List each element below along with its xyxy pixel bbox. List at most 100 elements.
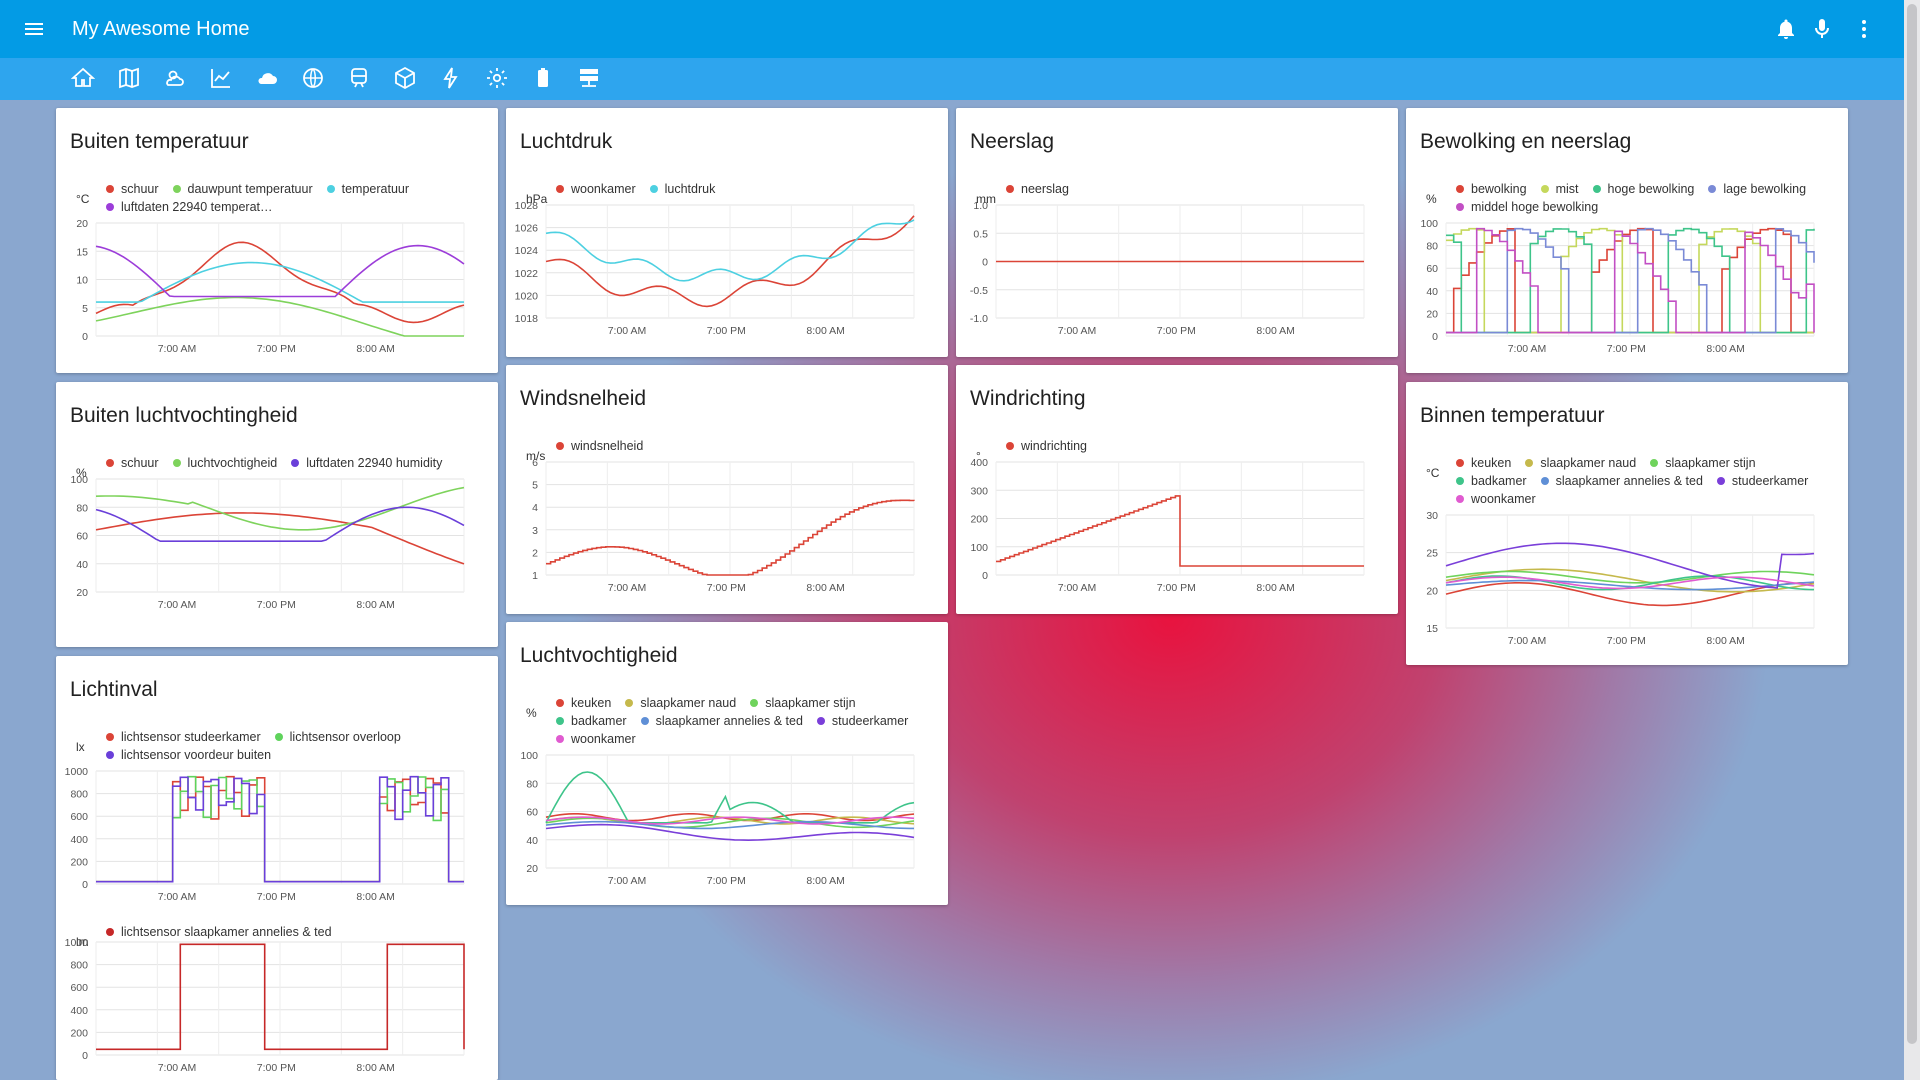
legend-label: slaapkamer stijn xyxy=(1665,456,1756,470)
series-line[interactable] xyxy=(1445,579,1815,591)
y-tick-label: 0 xyxy=(82,879,88,891)
map-icon[interactable] xyxy=(117,66,141,90)
legend-item[interactable]: lage bewolking xyxy=(1708,180,1806,198)
legend-item[interactable]: mist xyxy=(1540,180,1579,198)
cloud-icon[interactable] xyxy=(255,66,279,90)
x-tick-label: 8:00 AM xyxy=(356,599,395,611)
microphone-icon[interactable] xyxy=(1810,17,1834,41)
home-icon[interactable] xyxy=(71,66,95,90)
legend-dot xyxy=(556,717,564,725)
legend-item[interactable]: slaapkamer stijn xyxy=(1650,454,1756,472)
legend-dot xyxy=(625,699,634,707)
legend-item[interactable]: luchtdruk xyxy=(649,180,715,198)
y-tick-label: 0 xyxy=(82,331,88,343)
series-line[interactable] xyxy=(95,244,465,298)
series-line[interactable] xyxy=(1446,227,1815,334)
page-scrollbar[interactable] xyxy=(1904,0,1920,1080)
more-options-icon[interactable] xyxy=(1852,17,1876,41)
legend-item[interactable]: dauwpunt temperatuur xyxy=(172,180,313,198)
x-tick-label: 7:00 PM xyxy=(257,1062,296,1074)
legend-item[interactable]: studeerkamer xyxy=(816,712,908,730)
legend-item[interactable]: schuur xyxy=(106,454,159,472)
legend-item[interactable]: slaapkamer naud xyxy=(625,694,736,712)
legend-item[interactable]: bewolking xyxy=(1456,180,1527,198)
series-line[interactable] xyxy=(996,495,1364,567)
legend-item[interactable]: luftdaten 22940 temperat… xyxy=(106,198,273,216)
cube-icon[interactable] xyxy=(393,66,417,90)
legend-item[interactable]: woonkamer xyxy=(556,180,636,198)
legend-item[interactable]: lichtsensor studeerkamer xyxy=(106,728,261,746)
legend-item[interactable]: middel hoge bewolking xyxy=(1456,198,1598,216)
train-icon[interactable] xyxy=(347,66,371,90)
series-line[interactable] xyxy=(1445,582,1815,607)
series-line[interactable] xyxy=(545,215,915,308)
notifications-icon[interactable] xyxy=(1774,17,1798,41)
legend-item[interactable]: slaapkamer annelies & ted xyxy=(640,712,803,730)
series-line[interactable] xyxy=(1446,227,1814,334)
legend-label: luftdaten 22940 temperat… xyxy=(121,200,273,214)
series-line[interactable] xyxy=(1445,570,1815,584)
power-icon[interactable] xyxy=(439,66,463,90)
x-tick-label: 8:00 AM xyxy=(356,891,395,903)
gear-icon[interactable] xyxy=(485,66,509,90)
legend-item[interactable]: studeerkamer xyxy=(1716,472,1808,490)
legend-item[interactable]: slaapkamer annelies & ted xyxy=(1540,472,1703,490)
legend-item[interactable]: keuken xyxy=(556,694,611,712)
series-line[interactable] xyxy=(96,775,464,883)
legend-item[interactable]: slaapkamer naud xyxy=(1525,454,1636,472)
series-line[interactable] xyxy=(95,241,465,324)
y-tick-label: 60 xyxy=(526,807,538,819)
series-line[interactable] xyxy=(545,820,914,830)
legend-item[interactable]: luftdaten 22940 humidity xyxy=(291,454,442,472)
battery-icon[interactable] xyxy=(531,66,555,90)
legend-item[interactable]: schuur xyxy=(106,180,159,198)
globe-icon[interactable] xyxy=(301,66,325,90)
x-tick-label: 7:00 AM xyxy=(608,875,647,887)
history-card: Buiten temperatuur °C schuur dauwpunt tempe… xyxy=(56,108,498,373)
menu-icon[interactable] xyxy=(22,17,46,41)
y-tick-label: 600 xyxy=(70,982,88,994)
legend-item[interactable]: windrichting xyxy=(1006,437,1087,455)
legend-item[interactable]: lichtsensor slaapkamer annelies & ted xyxy=(106,923,332,941)
weather-icon[interactable] xyxy=(163,66,187,90)
legend-item[interactable]: woonkamer xyxy=(1456,490,1536,508)
series-line[interactable] xyxy=(545,771,915,824)
series-line[interactable] xyxy=(545,219,915,282)
legend-item[interactable]: luchtvochtigheid xyxy=(172,454,277,472)
legend-item[interactable]: lichtsensor overloop xyxy=(274,728,401,746)
legend-item[interactable]: lichtsensor voordeur buiten xyxy=(106,746,271,764)
chart-plot: 1000 800 600 400 200 0 7:00 AM 7:00 PM 8:00 AM xyxy=(65,766,465,903)
series-line[interactable] xyxy=(95,506,465,542)
legend-item[interactable]: badkamer xyxy=(1456,472,1527,490)
server-icon[interactable] xyxy=(577,66,601,90)
y-tick-label: -0.5 xyxy=(970,285,988,297)
legend-item[interactable]: badkamer xyxy=(556,712,627,730)
series-line[interactable] xyxy=(1445,576,1815,590)
series-line[interactable] xyxy=(95,486,465,531)
series-line[interactable] xyxy=(96,261,464,303)
legend-label: slaapkamer annelies & ted xyxy=(1555,474,1703,488)
series-line[interactable] xyxy=(546,499,915,576)
y-tick-label: 1 xyxy=(532,570,538,582)
scrollbar-thumb[interactable] xyxy=(1907,4,1917,1044)
y-tick-label: 20 xyxy=(1426,308,1438,320)
legend-item[interactable]: woonkamer xyxy=(556,730,636,748)
series-line[interactable] xyxy=(1446,227,1815,334)
legend-item[interactable]: windsnelheid xyxy=(556,437,643,455)
series-line[interactable] xyxy=(545,816,915,825)
legend-item[interactable]: hoge bewolking xyxy=(1592,180,1694,198)
chart-icon[interactable] xyxy=(209,66,233,90)
legend-dot xyxy=(1540,185,1549,193)
series-line[interactable] xyxy=(1445,542,1815,589)
chart-unit: lm xyxy=(76,935,89,949)
y-tick-label: 100 xyxy=(1420,218,1438,230)
legend-item[interactable]: slaapkamer stijn xyxy=(750,694,856,712)
legend-item[interactable]: neerslag xyxy=(1006,180,1069,198)
legend-item[interactable]: keuken xyxy=(1456,454,1511,472)
legend-item[interactable]: temperatuur xyxy=(326,180,409,198)
series-line[interactable] xyxy=(96,943,465,1051)
series-line[interactable] xyxy=(545,823,915,842)
series-line[interactable] xyxy=(95,296,464,337)
series-line[interactable] xyxy=(95,512,465,565)
legend-label: badkamer xyxy=(571,714,627,728)
